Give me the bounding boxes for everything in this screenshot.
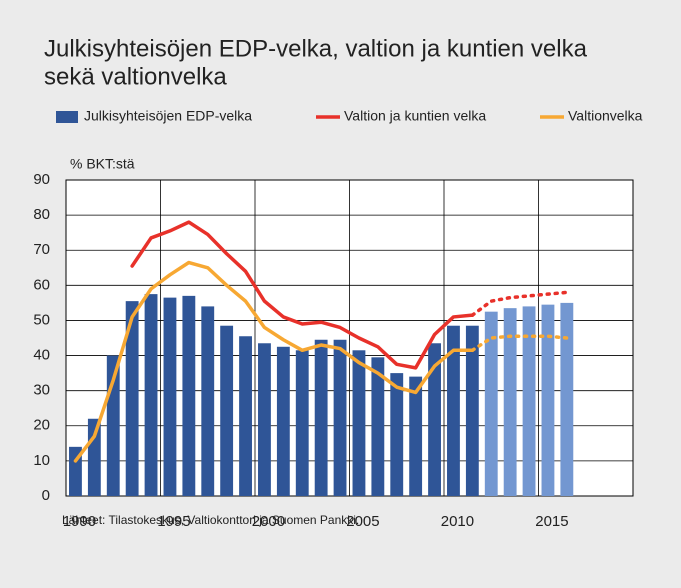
y-tick-label: 90 <box>33 171 50 188</box>
chart-title: sekä valtionvelka <box>44 63 227 90</box>
bar <box>163 297 177 496</box>
line <box>470 334 569 353</box>
bar <box>352 350 366 496</box>
legend-label: Valtion ja kuntien velka <box>344 108 486 124</box>
bar <box>201 306 215 496</box>
legend-swatch <box>56 111 78 123</box>
bar <box>87 418 101 496</box>
x-tick-label: 1990 <box>63 513 96 530</box>
bar <box>333 339 347 496</box>
x-tick-label: 2000 <box>252 513 285 530</box>
bar <box>239 336 252 496</box>
bar <box>276 346 290 496</box>
bar <box>560 302 574 496</box>
bar <box>125 301 139 496</box>
line <box>73 260 475 463</box>
plot-border <box>65 179 634 497</box>
bar <box>314 339 328 496</box>
y-tick-label: 40 <box>33 347 50 364</box>
bar <box>295 350 309 496</box>
bar <box>447 325 460 496</box>
y-tick-label: 30 <box>33 382 50 399</box>
bar <box>428 343 441 496</box>
y-tick-label: 80 <box>33 206 50 223</box>
bar <box>258 343 271 496</box>
y-tick-label: 50 <box>33 311 50 328</box>
bar <box>503 308 517 496</box>
y-tick-label: 20 <box>33 417 50 434</box>
line <box>470 290 569 317</box>
source: Lähteet: Tilastokeskus, Valtiokonttori j… <box>62 513 359 527</box>
chart-title: Julkisyhteisöjen EDP-velka, valtion ja k… <box>44 35 588 62</box>
bar <box>182 295 196 496</box>
y-tick-label: 10 <box>33 452 50 469</box>
x-tick-label: 1995 <box>157 513 190 530</box>
bar <box>465 325 479 496</box>
legend-label: Valtionvelka <box>568 108 643 124</box>
bar <box>371 357 385 496</box>
y-tick-label: 0 <box>42 487 50 504</box>
bar <box>390 373 404 496</box>
line <box>130 220 475 370</box>
y-tick-label: 60 <box>33 276 50 293</box>
bar <box>541 304 555 496</box>
x-tick-label: 2015 <box>535 513 568 530</box>
y-tick-label: 70 <box>33 241 50 258</box>
bar <box>409 376 423 496</box>
y-axis-label: % BKT:stä <box>70 156 135 172</box>
x-tick-label: 2005 <box>346 513 379 530</box>
bar <box>144 294 158 496</box>
legend-label: Julkisyhteisöjen EDP-velka <box>84 108 252 124</box>
bar <box>522 306 536 496</box>
bar <box>220 325 234 496</box>
x-tick-label: 2010 <box>441 513 474 530</box>
bar <box>484 311 498 496</box>
